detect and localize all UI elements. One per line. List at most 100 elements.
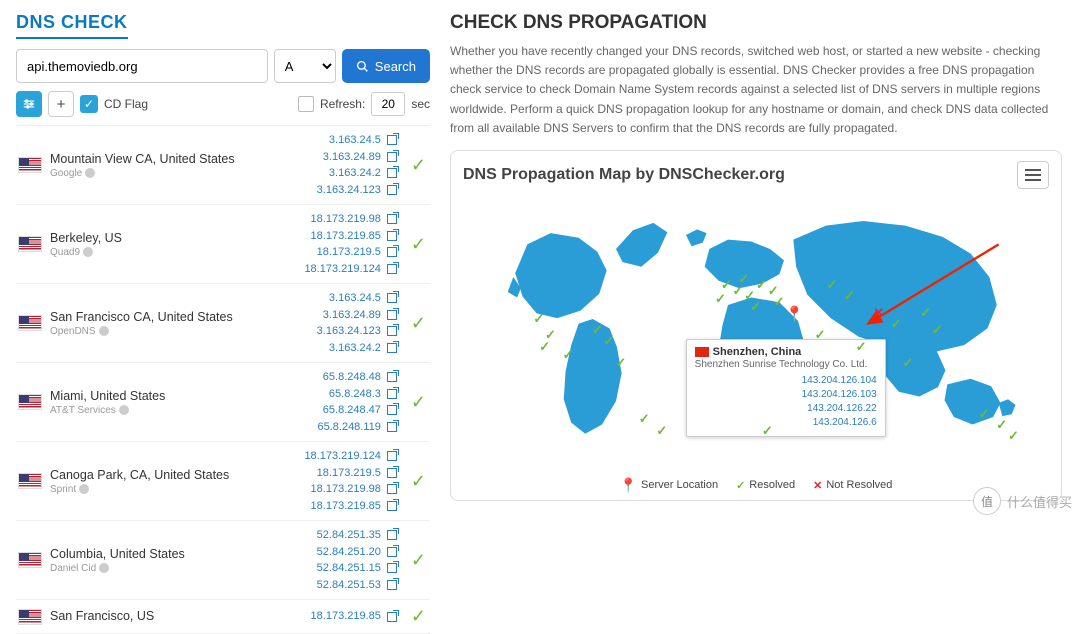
external-link-icon[interactable]	[387, 468, 397, 478]
server-row[interactable]: Columbia, United StatesDaniel Cid 52.84.…	[16, 521, 430, 600]
map-marker[interactable]: ✓	[815, 327, 826, 343]
external-link-icon[interactable]	[387, 451, 397, 461]
server-row[interactable]: Mountain View CA, United StatesGoogle 3.…	[16, 126, 430, 205]
ip-address[interactable]: 3.163.24.89	[323, 307, 381, 324]
ip-address[interactable]: 3.163.24.123	[317, 182, 381, 199]
ip-address[interactable]: 3.163.24.5	[329, 132, 381, 149]
ip-address[interactable]: 18.173.219.98	[311, 211, 381, 228]
server-row[interactable]: San Francisco CA, United StatesOpenDNS 3…	[16, 284, 430, 363]
map-marker[interactable]: ✓	[920, 305, 931, 321]
external-link-icon[interactable]	[387, 231, 397, 241]
map-marker[interactable]: ✓	[891, 316, 902, 332]
external-link-icon[interactable]	[387, 310, 397, 320]
record-type-select[interactable]: A	[274, 49, 336, 83]
external-link-icon[interactable]	[387, 405, 397, 415]
external-link-icon[interactable]	[387, 185, 397, 195]
external-link-icon[interactable]	[387, 501, 397, 511]
ip-address[interactable]: 3.163.24.123	[317, 323, 381, 340]
external-link-icon[interactable]	[387, 343, 397, 353]
add-button[interactable]: +	[48, 91, 74, 117]
server-row[interactable]: Berkeley, USQuad9 18.173.219.9818.173.21…	[16, 205, 430, 284]
external-link-icon[interactable]	[387, 530, 397, 540]
map-marker[interactable]: ✓	[856, 339, 867, 355]
external-link-icon[interactable]	[387, 612, 397, 622]
map-marker[interactable]: ✓	[774, 294, 785, 310]
map-marker[interactable]: 📍	[785, 305, 804, 323]
ip-address[interactable]: 52.84.251.15	[317, 560, 381, 577]
info-icon[interactable]	[83, 247, 93, 257]
external-link-icon[interactable]	[387, 563, 397, 573]
filter-button[interactable]	[16, 91, 42, 117]
map-marker[interactable]: ✓	[826, 277, 837, 293]
info-icon[interactable]	[85, 168, 95, 178]
ip-address[interactable]: 3.163.24.89	[323, 149, 381, 166]
map-marker[interactable]: ✓	[656, 423, 667, 439]
ip-address[interactable]: 52.84.251.35	[317, 527, 381, 544]
map-marker[interactable]: ✓	[762, 423, 773, 439]
map-marker[interactable]: ✓	[533, 311, 544, 327]
external-link-icon[interactable]	[387, 152, 397, 162]
map-marker[interactable]: ✓	[844, 288, 855, 304]
info-icon[interactable]	[119, 405, 129, 415]
world-map[interactable]: Shenzhen, China Shenzhen Sunrise Technol…	[463, 193, 1049, 473]
external-link-icon[interactable]	[387, 372, 397, 382]
ip-address[interactable]: 3.163.24.2	[329, 165, 381, 182]
map-marker[interactable]: ✕	[873, 305, 884, 321]
ip-address[interactable]: 52.84.251.53	[317, 577, 381, 594]
map-marker[interactable]: ✓	[563, 347, 574, 363]
info-icon[interactable]	[79, 484, 89, 494]
map-marker[interactable]: ✓	[750, 299, 761, 315]
ip-address[interactable]: 52.84.251.20	[317, 544, 381, 561]
ip-address[interactable]: 3.163.24.2	[329, 340, 381, 357]
map-marker[interactable]: ✓	[592, 322, 603, 338]
ip-address[interactable]: 65.8.248.119	[317, 419, 380, 436]
map-marker[interactable]: ✓	[903, 355, 914, 371]
external-link-icon[interactable]	[387, 422, 397, 432]
external-link-icon[interactable]	[387, 135, 397, 145]
map-marker[interactable]: ✓	[932, 322, 943, 338]
refresh-checkbox[interactable]	[298, 96, 314, 112]
hostname-input[interactable]	[16, 49, 268, 83]
map-marker[interactable]: ✓	[756, 277, 767, 293]
cd-flag-checkbox[interactable]: ✓	[80, 95, 98, 113]
external-link-icon[interactable]	[387, 484, 397, 494]
map-marker[interactable]: ✓	[1008, 428, 1019, 444]
map-marker[interactable]: ✓	[738, 271, 749, 287]
external-link-icon[interactable]	[387, 547, 397, 557]
ip-address[interactable]: 65.8.248.47	[323, 402, 381, 419]
server-row[interactable]: Canoga Park, CA, United StatesSprint 18.…	[16, 442, 430, 521]
ip-address[interactable]: 65.8.248.48	[323, 369, 381, 386]
ip-address[interactable]: 3.163.24.5	[329, 290, 381, 307]
map-marker[interactable]: ✓	[715, 291, 726, 307]
ip-address[interactable]: 18.173.219.85	[311, 228, 381, 245]
info-icon[interactable]	[99, 326, 109, 336]
info-icon[interactable]	[99, 563, 109, 573]
external-link-icon[interactable]	[387, 389, 397, 399]
ip-address[interactable]: 18.173.219.124	[304, 448, 380, 465]
external-link-icon[interactable]	[387, 580, 397, 590]
ip-address[interactable]: 18.173.219.85	[311, 498, 381, 515]
ip-address[interactable]: 65.8.248.3	[329, 386, 381, 403]
ip-address[interactable]: 18.173.219.98	[311, 481, 381, 498]
map-marker[interactable]: ✓	[539, 339, 550, 355]
external-link-icon[interactable]	[387, 293, 397, 303]
external-link-icon[interactable]	[387, 264, 397, 274]
external-link-icon[interactable]	[387, 247, 397, 257]
search-button[interactable]: Search	[342, 49, 430, 83]
map-marker[interactable]: ✓	[996, 417, 1007, 433]
ip-address[interactable]: 18.173.219.124	[304, 261, 380, 278]
map-marker[interactable]: ✓	[639, 411, 650, 427]
server-row[interactable]: Miami, United StatesAT&T Services 65.8.2…	[16, 363, 430, 442]
external-link-icon[interactable]	[387, 168, 397, 178]
refresh-input[interactable]	[371, 92, 405, 116]
external-link-icon[interactable]	[387, 326, 397, 336]
external-link-icon[interactable]	[387, 214, 397, 224]
map-menu-button[interactable]	[1017, 161, 1049, 189]
ip-address[interactable]: 18.173.219.5	[317, 465, 381, 482]
map-marker[interactable]: ✓	[979, 406, 990, 422]
map-marker[interactable]: ✓	[604, 333, 615, 349]
ip-address[interactable]: 18.173.219.85	[311, 608, 381, 625]
server-row[interactable]: San Francisco, US18.173.219.85✓	[16, 600, 430, 634]
ip-address[interactable]: 18.173.219.5	[317, 244, 381, 261]
map-marker[interactable]: ✓	[615, 355, 626, 371]
